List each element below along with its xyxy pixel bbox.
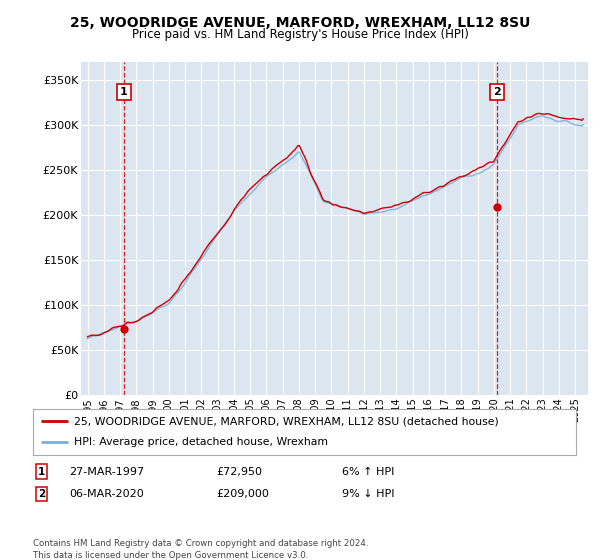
Text: 1: 1 [120, 87, 128, 97]
Text: 25, WOODRIDGE AVENUE, MARFORD, WREXHAM, LL12 8SU (detached house): 25, WOODRIDGE AVENUE, MARFORD, WREXHAM, … [74, 416, 499, 426]
Text: Contains HM Land Registry data © Crown copyright and database right 2024.
This d: Contains HM Land Registry data © Crown c… [33, 539, 368, 559]
Text: 25, WOODRIDGE AVENUE, MARFORD, WREXHAM, LL12 8SU: 25, WOODRIDGE AVENUE, MARFORD, WREXHAM, … [70, 16, 530, 30]
Text: 1: 1 [38, 466, 45, 477]
Text: 9% ↓ HPI: 9% ↓ HPI [342, 489, 395, 499]
Text: Price paid vs. HM Land Registry's House Price Index (HPI): Price paid vs. HM Land Registry's House … [131, 28, 469, 41]
Text: £72,950: £72,950 [216, 466, 262, 477]
Text: 27-MAR-1997: 27-MAR-1997 [69, 466, 144, 477]
Text: 6% ↑ HPI: 6% ↑ HPI [342, 466, 394, 477]
Text: 2: 2 [493, 87, 500, 97]
Text: £209,000: £209,000 [216, 489, 269, 499]
Text: 06-MAR-2020: 06-MAR-2020 [69, 489, 144, 499]
Text: HPI: Average price, detached house, Wrexham: HPI: Average price, detached house, Wrex… [74, 437, 328, 447]
Text: 2: 2 [38, 489, 45, 499]
